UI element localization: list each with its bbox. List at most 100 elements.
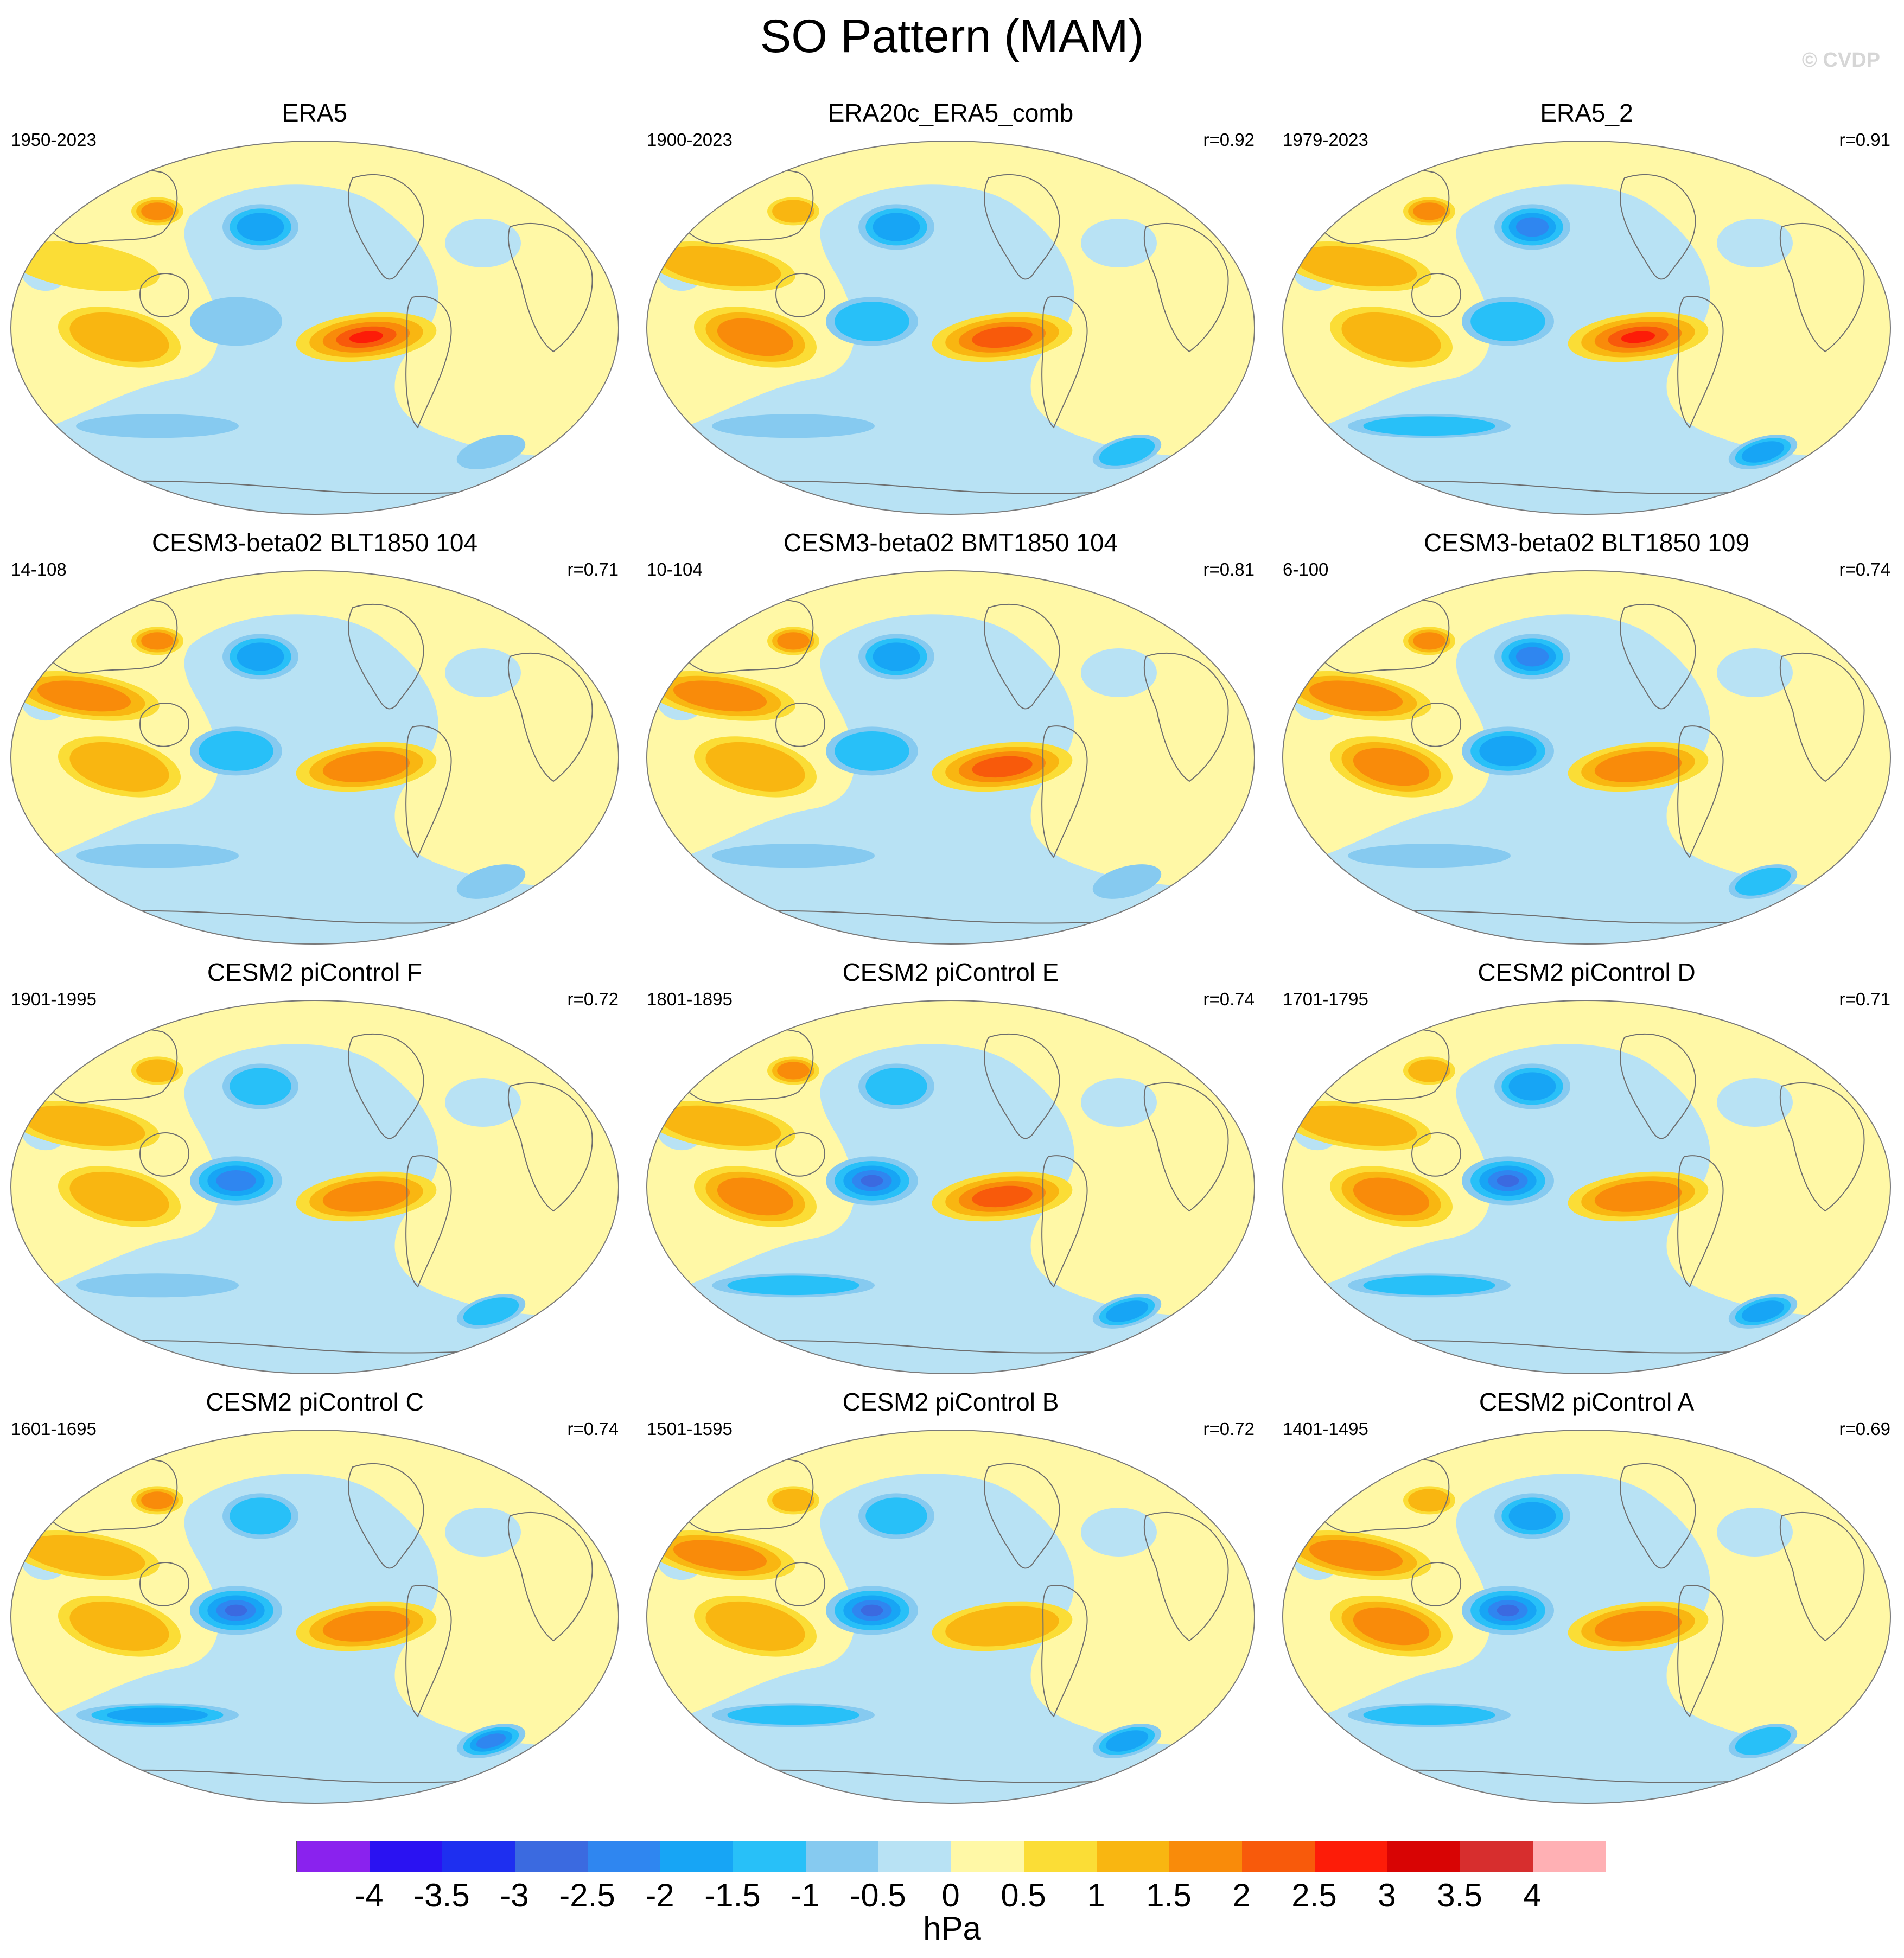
colorbar-swatch	[1169, 1841, 1242, 1872]
east-pacific-low-level-4	[216, 1170, 256, 1191]
map-panel: CESM3-beta02 BMT1850 104 10-104 r=0.81	[641, 526, 1260, 955]
coast-south-america	[1041, 1155, 1088, 1288]
panel-pattern-correlation: r=0.72	[1203, 1419, 1255, 1439]
south-atlantic-low-level-4	[476, 1733, 506, 1749]
coast-australia	[139, 1132, 190, 1177]
mollweide-map	[10, 1430, 619, 1804]
southern-ocean-low-level-1	[712, 414, 875, 438]
map-outline	[1282, 1000, 1891, 1374]
coast-north-america	[348, 1463, 424, 1569]
north-pacific-low-level-3	[237, 213, 284, 241]
indian-ocean-high-level-3	[673, 1540, 767, 1571]
panel-title: CESM2 piControl F	[207, 958, 423, 986]
coast-south-america	[1677, 1585, 1724, 1718]
panel-period: 6-100	[1283, 559, 1329, 579]
panel-pattern-correlation: r=0.81	[1203, 559, 1255, 579]
indian-ocean-high-level-2	[23, 1535, 145, 1576]
panel-period: 1950-2023	[11, 130, 97, 150]
coast-north-america	[1620, 1033, 1696, 1139]
negative-region-atlantic	[1081, 219, 1157, 267]
mollweide-map	[1282, 1430, 1891, 1804]
colorbar-tick-label: 4	[1523, 1877, 1542, 1914]
coast-australia	[1411, 273, 1462, 317]
east-pacific-low-level-2	[835, 731, 909, 771]
map-field	[1283, 1430, 1890, 1803]
colorbar-tick-label: -1	[791, 1877, 820, 1914]
mollweide-map	[10, 1000, 619, 1374]
panel-period: 10-104	[647, 559, 703, 579]
mollweide-map	[646, 141, 1255, 515]
south-pacific-high-level-4	[972, 326, 1033, 348]
colorbar-swatch	[1460, 1841, 1533, 1872]
southern-ocean-low-level-1	[76, 844, 239, 868]
colorbar-tick-label: -4	[354, 1877, 384, 1914]
map-outline	[10, 570, 619, 945]
colorbar-units: hPa	[923, 1910, 981, 1947]
colorbar-tick-label: 3	[1378, 1877, 1396, 1914]
colorbar-swatch	[1097, 1841, 1169, 1872]
colorbar-tick-label: 1	[1087, 1877, 1105, 1914]
south-atlantic-low-level-2	[463, 1297, 519, 1325]
negative-region-atlantic	[1081, 1508, 1157, 1557]
north-pacific-low-level-2	[230, 1068, 291, 1105]
south-atlantic-low-level-2	[1735, 1727, 1791, 1755]
map-field	[1283, 1000, 1890, 1374]
panel-title: CESM3-beta02 BMT1850 104	[783, 528, 1118, 557]
east-pacific-low-level-2	[835, 301, 909, 341]
eurasia-high-level-2	[772, 1489, 814, 1512]
coast-north-america	[1620, 603, 1696, 710]
panel-title: ERA5_2	[1540, 99, 1633, 127]
south-atlantic-low-level-2	[1099, 438, 1155, 466]
colorbar-swatch	[1315, 1841, 1387, 1872]
coast-africa	[1779, 1082, 1865, 1212]
panel-title: CESM3-beta02 BLT1850 104	[151, 528, 478, 557]
panel-pattern-correlation: r=0.72	[567, 989, 619, 1009]
panel-pattern-correlation: r=0.92	[1203, 130, 1255, 150]
mollweide-map	[10, 570, 619, 945]
australia-high-level-3	[717, 1177, 794, 1216]
panel-pattern-correlation: r=0.91	[1839, 130, 1891, 150]
coast-africa	[1779, 652, 1865, 782]
coast-australia	[139, 273, 190, 317]
coast-africa	[507, 652, 593, 782]
colorbar-tick-label: -3	[500, 1877, 529, 1914]
southern-ocean-low-level-2	[727, 1705, 859, 1725]
coast-south-america	[405, 296, 452, 429]
map-outline	[646, 1000, 1255, 1374]
north-pacific-low-level-2	[230, 1497, 291, 1535]
south-atlantic-low-level-3	[1105, 1730, 1149, 1752]
east-pacific-low-level-2	[199, 731, 273, 771]
south-pacific-high-level-5	[349, 331, 384, 343]
australia-high-level-2	[1341, 312, 1441, 362]
australia-high-level-3	[1353, 748, 1430, 786]
australia-high-level-3	[1353, 1607, 1430, 1646]
coast-australia	[1411, 1562, 1462, 1606]
coast-north-america	[1620, 1463, 1696, 1569]
mollweide-map	[646, 1430, 1255, 1804]
map-field	[647, 1430, 1255, 1803]
coast-north-america	[984, 603, 1060, 710]
southern-ocean-low-level-3	[107, 1707, 208, 1723]
australia-high-level-2	[705, 742, 805, 792]
indian-ocean-high-level-3	[37, 680, 131, 712]
coast-north-america	[348, 1033, 424, 1139]
indian-ocean-high-level-3	[1309, 1540, 1403, 1571]
australia-high-level-2	[69, 312, 169, 362]
south-pacific-high-level-2	[945, 1606, 1059, 1647]
mollweide-map	[646, 1000, 1255, 1374]
colorbar-tick-label: -2	[645, 1877, 674, 1914]
east-pacific-low-level-5	[861, 1175, 883, 1187]
coast-africa	[1143, 1082, 1229, 1212]
map-panel: ERA20c_ERA5_comb 1900-2023 r=0.92	[641, 97, 1260, 525]
figure-title: SO Pattern (MAM)	[760, 10, 1144, 62]
colorbar-swatch	[1024, 1841, 1097, 1872]
south-pacific-high-level-3	[322, 751, 410, 782]
panel-period: 1701-1795	[1283, 989, 1368, 1009]
coast-south-america	[1677, 725, 1724, 858]
panel-period: 1901-1995	[11, 989, 97, 1009]
coast-south-america	[1677, 296, 1724, 429]
map-field	[1283, 141, 1890, 514]
eurasia-high-level-3	[141, 632, 174, 650]
colorbar-swatch	[878, 1841, 951, 1872]
coast-australia	[1411, 703, 1462, 747]
